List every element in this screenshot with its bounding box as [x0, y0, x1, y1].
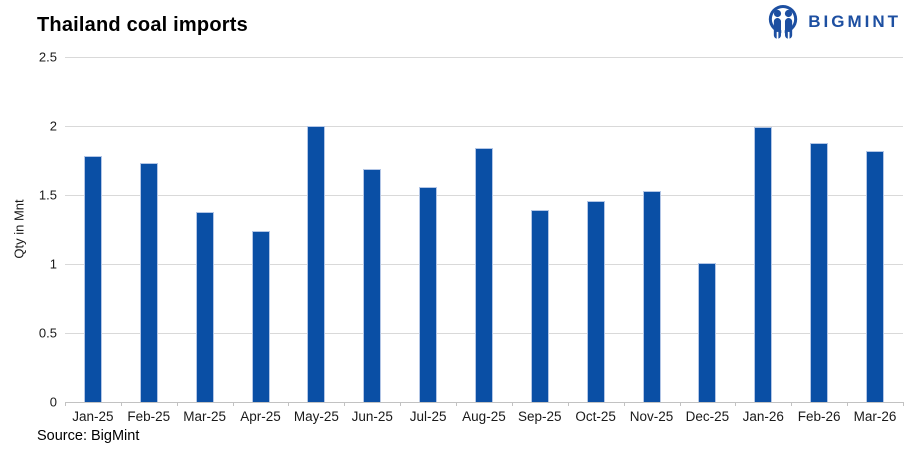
x-tick-mark [679, 402, 681, 406]
bar-column-oct-25 [568, 200, 624, 402]
x-tick-label: Dec-25 [685, 409, 730, 424]
y-tick-label: 1.5 [38, 187, 57, 203]
bar-column-jun-25 [344, 168, 400, 402]
bar [83, 156, 102, 402]
bar [419, 186, 438, 402]
bar [195, 211, 214, 402]
bar-column-apr-25 [233, 230, 289, 402]
bigmint-people-icon [769, 5, 798, 41]
bar [586, 200, 605, 402]
bar-column-mar-26 [847, 150, 903, 402]
bigmint-logo: BIGMINT [766, 3, 901, 41]
plot-area [65, 57, 904, 406]
x-tick-mark [735, 402, 737, 406]
bar [754, 127, 773, 402]
bar-column-nov-25 [624, 190, 680, 402]
bar-column-feb-25 [121, 163, 177, 402]
bar [642, 190, 661, 402]
x-tick-mark [65, 402, 66, 406]
x-tick-mark [903, 402, 904, 406]
bar [865, 150, 884, 402]
bar-column-aug-25 [456, 148, 512, 402]
bar [307, 126, 326, 402]
bar [810, 142, 829, 402]
x-tick-mark [456, 402, 458, 406]
bar-column-jan-25 [65, 156, 121, 402]
x-tick-label: Feb-25 [127, 409, 171, 424]
x-tick-mark [176, 402, 178, 406]
bar-column-jan-26 [735, 127, 791, 402]
y-tick-label: 0 [49, 394, 57, 410]
bar [698, 262, 717, 402]
source-note: Source: BigMint [37, 428, 140, 444]
x-tick-label: Aug-25 [462, 409, 506, 424]
bar [474, 148, 493, 402]
x-tick-mark [288, 402, 290, 406]
x-tick-label: Feb-26 [797, 409, 841, 424]
x-tick-mark [120, 402, 122, 406]
bar-column-feb-26 [791, 142, 847, 402]
x-tick-label: Sep-25 [518, 409, 562, 424]
x-tick-label: Mar-26 [853, 409, 897, 424]
bar-column-may-25 [288, 126, 344, 402]
bar [363, 168, 382, 402]
x-axis-line [65, 402, 903, 403]
x-tick-label: Mar-25 [183, 409, 227, 424]
x-tick-mark [511, 402, 513, 406]
x-axis-labels: Jan-25 Feb-25 Mar-25 Apr-25 May-25 Jun-25 Jul-… [65, 409, 903, 424]
y-tick-label: 2 [49, 118, 57, 134]
gridline [65, 126, 903, 127]
x-tick-mark [232, 402, 234, 406]
y-tick-label: 1 [49, 256, 57, 272]
x-tick-label: Apr-25 [240, 409, 281, 424]
x-tick-label: Jan-26 [742, 409, 784, 424]
x-tick-label: Jan-25 [72, 409, 114, 424]
bigmint-brand-name: BIGMINT [808, 12, 901, 31]
bar [139, 163, 158, 402]
gridline [65, 57, 903, 58]
bar-column-dec-25 [679, 262, 735, 402]
x-tick-label: Jun-25 [351, 409, 393, 424]
x-tick-mark [791, 402, 793, 406]
x-tick-mark [623, 402, 625, 406]
chart-title: Thailand coal imports [37, 14, 248, 36]
x-tick-mark [847, 402, 849, 406]
bar [530, 210, 549, 402]
bars-row [65, 57, 903, 402]
x-tick-label: Oct-25 [575, 409, 616, 424]
x-tick-mark [400, 402, 402, 406]
y-tick-label: 0.5 [38, 325, 57, 341]
bar-column-sep-25 [512, 210, 568, 402]
x-tick-label: Jul-25 [409, 409, 447, 424]
x-tick-label: Nov-25 [629, 409, 674, 424]
x-tick-mark [344, 402, 346, 406]
y-tick-label: 2.5 [38, 49, 57, 65]
x-tick-mark [567, 402, 569, 406]
bar-column-jul-25 [400, 186, 456, 402]
bar-column-mar-25 [177, 211, 233, 402]
bar [251, 230, 270, 402]
y-axis-tick-labels: 0 0.5 1 1.5 2 2.5 [0, 50, 57, 410]
x-tick-label: May-25 [293, 409, 339, 424]
